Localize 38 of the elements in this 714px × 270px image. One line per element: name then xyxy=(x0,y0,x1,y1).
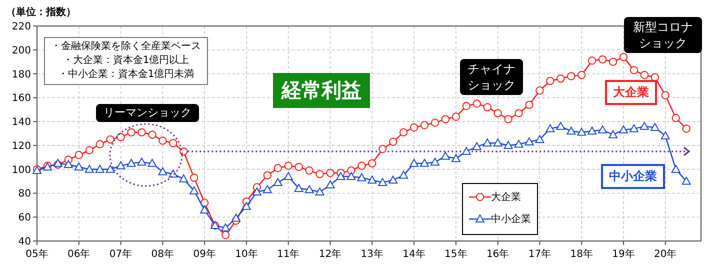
y-axis-title: （単位：指数） xyxy=(6,6,76,18)
x-tick-label: 10年 xyxy=(235,248,258,260)
legend-label: 大企業 xyxy=(491,192,521,203)
x-tick-label: 18年 xyxy=(570,248,593,260)
x-tick-label: 11年 xyxy=(276,248,300,260)
y-tick-label: 140 xyxy=(12,117,31,128)
y-tick-label: 40 xyxy=(18,236,31,248)
y-tick-label: 120 xyxy=(12,140,31,152)
x-tick-label: 12年 xyxy=(318,248,342,260)
annotation: ・大企業：資本金1億円以上 xyxy=(62,54,190,68)
x-tick-label: 14年 xyxy=(402,248,426,260)
text: 経常利益 xyxy=(273,73,370,108)
legend-label: 中小企業 xyxy=(491,214,531,225)
text: 大企業 xyxy=(613,85,649,99)
x-tick-label: 05年 xyxy=(26,248,48,260)
annotation: 新型コロナショック xyxy=(624,17,702,53)
y-tick-label: 60 xyxy=(18,212,31,224)
x-tick-label: 09年 xyxy=(193,248,216,260)
y-tick-label: 200 xyxy=(12,45,31,56)
annotation: ・金融保険業を除く全産業ベース xyxy=(51,40,201,54)
annotation: チャイナショック xyxy=(460,59,523,95)
y-tick-label: 80 xyxy=(18,188,31,200)
x-tick-label: 06年 xyxy=(68,248,90,260)
y-tick-label: 220 xyxy=(12,22,31,32)
text: 中小企業 xyxy=(609,169,657,183)
x-tick-label: 15年 xyxy=(444,248,468,260)
annotation: リーマンショック xyxy=(96,104,199,122)
x-tick-label: 19年 xyxy=(612,248,635,260)
x-tick-label: 13年 xyxy=(360,248,384,260)
x-tick-label: 16年 xyxy=(486,248,510,260)
x-tick-label: 07年 xyxy=(109,248,132,260)
y-tick-label: 180 xyxy=(12,69,31,80)
x-tick-label: 08年 xyxy=(151,248,174,260)
x-tick-label: 20年 xyxy=(654,248,677,260)
y-tick-label: 100 xyxy=(12,164,31,176)
y-tick-label: 160 xyxy=(12,93,31,104)
x-tick-label: 17年 xyxy=(528,248,552,260)
annotation: ・中小企業：資本金1億円未満 xyxy=(56,68,196,82)
